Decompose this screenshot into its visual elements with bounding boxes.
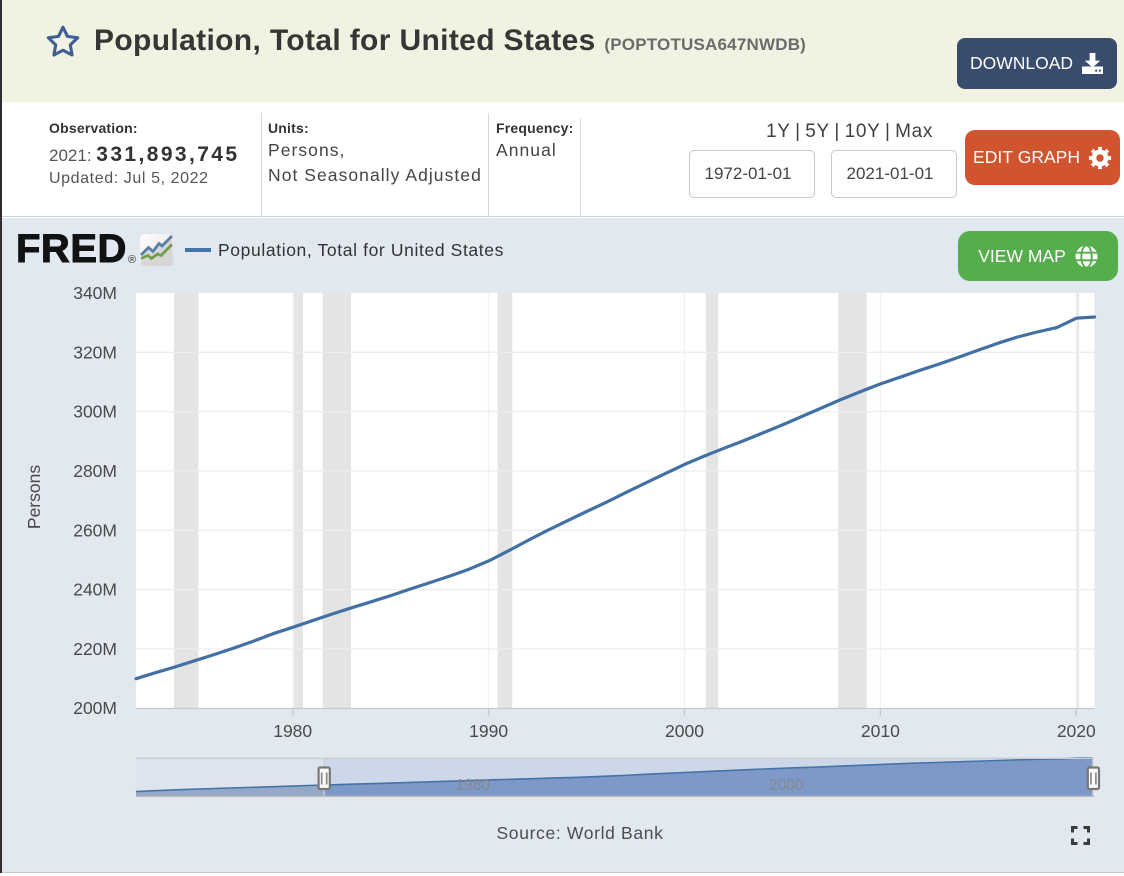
svg-text:260M: 260M [73,520,117,540]
svg-text:Persons: Persons [24,465,44,529]
svg-text:2020: 2020 [1057,721,1096,741]
svg-text:1980: 1980 [273,721,312,741]
svg-text:2000: 2000 [769,777,804,794]
svg-text:200M: 200M [73,698,117,718]
svg-text:1990: 1990 [469,721,508,741]
svg-text:240M: 240M [73,580,117,600]
svg-text:2010: 2010 [861,721,900,741]
svg-text:Source: World Bank: Source: World Bank [496,823,663,843]
svg-text:1980: 1980 [456,777,491,794]
svg-text:220M: 220M [73,639,117,659]
svg-text:320M: 320M [73,342,117,362]
svg-text:300M: 300M [73,402,117,422]
svg-text:280M: 280M [73,461,117,481]
svg-text:340M: 340M [73,283,117,303]
svg-text:2000: 2000 [665,721,704,741]
